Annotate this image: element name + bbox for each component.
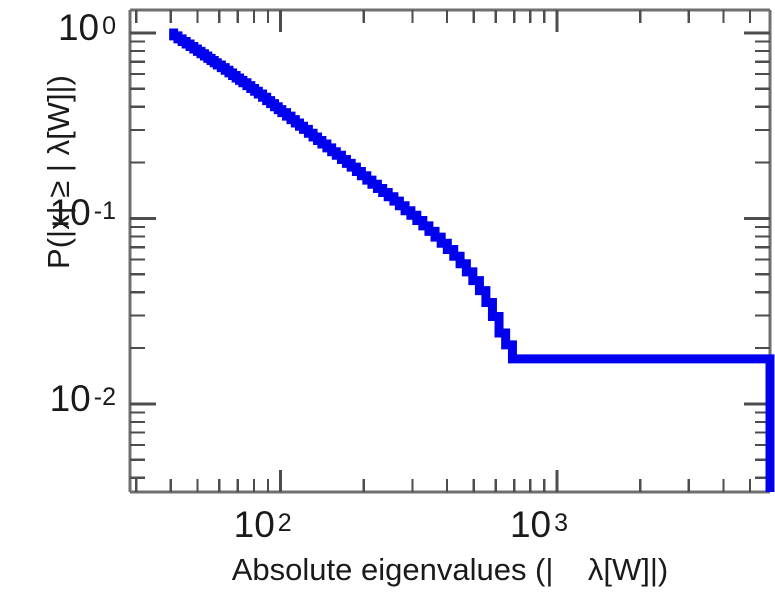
x-tick-label-1e3: 10 3: [510, 506, 568, 543]
x-tick-exponent: 3: [554, 508, 569, 537]
y-tick-label-1e-1: 10 -1: [0, 194, 116, 231]
y-axis-label-text: P(|x| ≥ | λ[W]|): [41, 75, 76, 269]
ticks-group: [130, 10, 770, 492]
y-tick-mantissa: 10: [49, 192, 91, 234]
x-tick-mantissa: 10: [509, 504, 552, 545]
x-tick-exponent: 2: [277, 508, 292, 537]
y-tick-exponent: -2: [93, 382, 116, 411]
data-series-group: [169, 28, 775, 492]
y-tick-exponent: 0: [102, 11, 116, 40]
x-axis-label-text: Absolute eigenvalues (| λ[W]|): [231, 552, 669, 587]
data-line-ccdf: [169, 28, 775, 492]
y-axis-label: P(|x| ≥ | λ[W]|): [37, 27, 81, 317]
y-tick-mantissa: 10: [49, 377, 91, 419]
x-axis-label: Absolute eigenvalues (| λ[W]|): [130, 552, 770, 588]
y-tick-exponent: -1: [93, 197, 116, 226]
y-tick-label-1e-2: 10 -2: [0, 380, 116, 417]
x-tick-label-1e2: 10 2: [234, 506, 292, 543]
x-tick-mantissa: 10: [233, 504, 275, 545]
y-tick-label-1e0: 10 0: [0, 9, 116, 46]
y-tick-mantissa: 10: [57, 6, 100, 48]
